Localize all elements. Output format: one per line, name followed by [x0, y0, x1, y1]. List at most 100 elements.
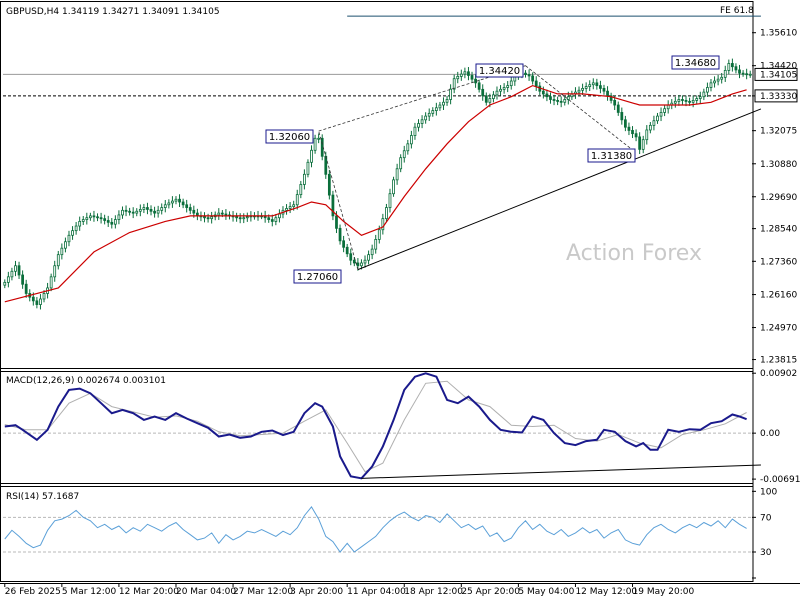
time-tick-label: 19 May 20:00	[633, 587, 695, 597]
candle-body	[310, 149, 313, 163]
candle-body	[56, 254, 60, 267]
candle-body	[167, 202, 171, 206]
candle-body	[506, 85, 510, 88]
time-tick-label: 5 May 04:00	[518, 587, 574, 597]
candle-body	[131, 211, 135, 214]
candle-body	[463, 71, 467, 75]
candle-body	[738, 69, 741, 74]
candle-body	[338, 227, 342, 242]
candle-body	[113, 219, 117, 225]
rsi-label: RSI(14) 57.1687	[6, 492, 79, 502]
candle-body	[10, 270, 14, 278]
candle-body	[270, 219, 274, 222]
time-tick-label: 11 Apr 04:00	[347, 587, 406, 597]
price-y-tick-label: 1.28540	[760, 225, 797, 235]
candle-body	[78, 221, 82, 227]
candle-body	[274, 217, 278, 222]
candle-body	[156, 209, 160, 214]
time-tick-label: 25 Apr 20:00	[461, 587, 520, 597]
candle-body	[245, 216, 249, 219]
candle-body	[709, 82, 713, 88]
candle-body	[135, 210, 139, 214]
candle-body	[627, 126, 631, 131]
candle-body	[706, 87, 709, 93]
candle-body	[35, 300, 39, 305]
candle-body	[509, 80, 513, 87]
candle-body	[210, 216, 214, 220]
candle-body	[367, 254, 370, 261]
candle-body	[673, 100, 677, 104]
candle-body	[720, 76, 724, 80]
candle-body	[459, 73, 463, 77]
candle-body	[545, 93, 549, 98]
candle-body	[174, 198, 178, 202]
candle-body	[713, 80, 716, 84]
macd-label: MACD(12,26,9) 0.002674 0.003101	[6, 376, 166, 386]
candle-body	[727, 63, 731, 71]
candle-body	[220, 212, 224, 215]
candle-body	[99, 217, 103, 220]
macd-panel-frame	[0, 368, 754, 487]
candle-body	[591, 82, 595, 86]
price-y-tick-label: 1.26160	[760, 291, 797, 301]
rsi-y-tick-label: 30	[760, 548, 772, 558]
candle-body	[71, 230, 74, 236]
candle-body	[602, 88, 606, 92]
candle-body	[138, 209, 142, 212]
candle-body	[295, 194, 299, 206]
candle-body	[217, 212, 221, 216]
candle-body	[17, 265, 21, 276]
candle-body	[606, 90, 609, 97]
candle-body	[684, 100, 688, 102]
candle-body	[352, 259, 356, 264]
candle-body	[388, 193, 392, 208]
candle-body	[60, 247, 64, 256]
price-annotation: 1.34680	[675, 58, 716, 69]
candle-body	[6, 276, 10, 283]
candle-body	[599, 85, 602, 89]
macd-trendline	[361, 464, 761, 479]
candle-body	[178, 198, 181, 203]
candle-body	[645, 129, 649, 141]
candle-body	[288, 206, 292, 209]
candle-body	[399, 157, 403, 170]
price-header: GBPUSD,H4 1.34119 1.34271 1.34091 1.3410…	[6, 7, 220, 17]
candle-body	[677, 99, 681, 102]
candle-body	[691, 100, 695, 103]
candle-body	[24, 283, 28, 294]
candle-body	[584, 86, 588, 89]
time-tick-label: 20 Mar 04:00	[176, 587, 236, 597]
candle-body	[278, 213, 281, 219]
price-header-symbol: GBPUSD,H4	[6, 7, 59, 17]
watermark: Action Forex	[566, 241, 702, 266]
candle-body	[638, 136, 642, 150]
current-price-label: 1.34105	[760, 70, 797, 80]
candle-body	[224, 213, 228, 216]
candle-body	[402, 150, 406, 159]
candle-body	[445, 99, 449, 103]
macd-y-tick-label: -0.006915	[760, 475, 800, 485]
candle-body	[370, 248, 374, 256]
candle-body	[103, 218, 107, 221]
candle-body	[741, 72, 745, 75]
candle-body	[392, 179, 395, 195]
candle-body	[631, 130, 634, 135]
time-tick-label: 5 Mar 12:00	[62, 587, 117, 597]
candle-body	[299, 184, 303, 196]
rsi-y-tick-label: 100	[760, 487, 777, 497]
candle-body	[163, 204, 167, 208]
candle-body	[128, 210, 131, 213]
dotted-level-label-box	[754, 89, 798, 103]
candle-body	[427, 112, 431, 117]
candle-body	[235, 216, 238, 219]
candle-body	[434, 107, 438, 111]
candle-body	[431, 110, 435, 114]
candle-body	[566, 96, 570, 100]
price-annotation-box	[293, 269, 342, 284]
candle-body	[331, 194, 335, 217]
candle-body	[106, 220, 110, 223]
candle-body	[53, 265, 57, 278]
candle-body	[595, 82, 599, 87]
price-panel-frame	[0, 1, 754, 372]
